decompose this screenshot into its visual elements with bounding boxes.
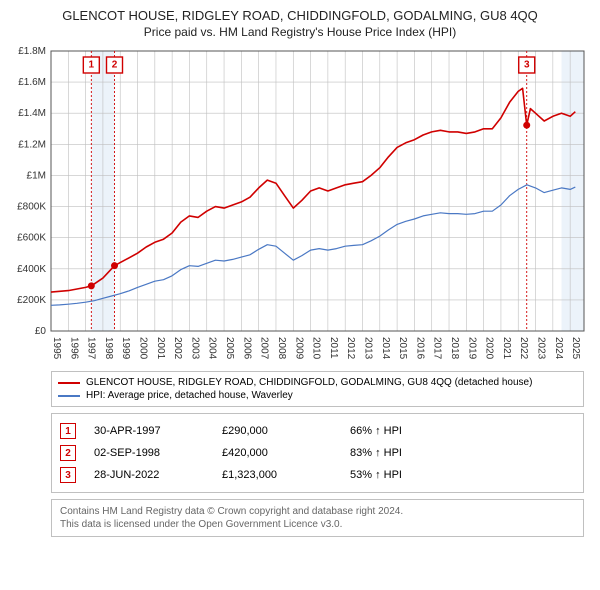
svg-text:2002: 2002 [172,337,183,360]
chart-title: GLENCOT HOUSE, RIDGLEY ROAD, CHIDDINGFOL… [6,8,594,23]
svg-text:2008: 2008 [276,337,287,360]
svg-text:2015: 2015 [397,337,408,360]
svg-text:2025: 2025 [570,337,581,360]
marker-date: 02-SEP-1998 [94,447,204,459]
legend-swatch [58,395,80,397]
svg-text:3: 3 [524,60,530,71]
svg-text:2020: 2020 [484,337,495,360]
legend-label: HPI: Average price, detached house, Wave… [86,390,293,401]
svg-text:£200K: £200K [17,295,46,306]
svg-text:1999: 1999 [120,337,131,360]
svg-text:2019: 2019 [466,337,477,360]
legend-label: GLENCOT HOUSE, RIDGLEY ROAD, CHIDDINGFOL… [86,377,532,388]
license-line: This data is licensed under the Open Gov… [60,518,575,531]
svg-text:2011: 2011 [328,337,339,359]
chart-area: £0 £200K £400K £600K £800K £1M £1.2M £1.4M £1.6M… [6,45,594,365]
svg-text:2016: 2016 [414,337,425,360]
svg-text:2005: 2005 [224,337,235,360]
svg-text:2013: 2013 [362,337,373,360]
license-line: Contains HM Land Registry data © Crown c… [60,505,575,518]
svg-text:2003: 2003 [189,337,200,360]
marker-number-box: 2 [60,445,76,461]
chart-subtitle: Price paid vs. HM Land Registry's House … [6,25,594,39]
marker-pct: 66% ↑ HPI [350,425,402,437]
svg-text:2021: 2021 [501,337,512,360]
marker-number-box: 1 [60,423,76,439]
svg-text:£600K: £600K [17,233,46,244]
svg-text:2017: 2017 [432,337,443,360]
svg-text:2001: 2001 [155,337,166,360]
svg-text:2010: 2010 [311,337,322,360]
svg-text:£1.4M: £1.4M [18,108,46,119]
marker-price: £290,000 [222,425,332,437]
legend-swatch [58,382,80,384]
legend-item: HPI: Average price, detached house, Wave… [58,389,577,402]
svg-text:2004: 2004 [207,337,218,360]
marker-row: 3 28-JUN-2022 £1,323,000 53% ↑ HPI [60,464,575,486]
svg-text:1998: 1998 [103,337,114,360]
svg-text:2012: 2012 [345,337,356,360]
marker-price: £420,000 [222,447,332,459]
license-box: Contains HM Land Registry data © Crown c… [51,499,584,537]
legend-box: GLENCOT HOUSE, RIDGLEY ROAD, CHIDDINGFOL… [51,371,584,407]
marker-number-box: 3 [60,467,76,483]
svg-text:2009: 2009 [293,337,304,360]
svg-text:2018: 2018 [449,337,460,360]
marker-price: £1,323,000 [222,469,332,481]
svg-text:2023: 2023 [536,337,547,360]
svg-text:2000: 2000 [138,337,149,360]
marker-table: 1 30-APR-1997 £290,000 66% ↑ HPI 2 02-SE… [51,413,584,493]
svg-text:£1.8M: £1.8M [18,46,46,57]
svg-text:£800K: £800K [17,202,46,213]
svg-text:2: 2 [112,60,118,71]
svg-text:£1.6M: £1.6M [18,77,46,88]
marker-row: 2 02-SEP-1998 £420,000 83% ↑ HPI [60,442,575,464]
svg-text:2007: 2007 [259,337,270,360]
marker-pct: 53% ↑ HPI [350,469,402,481]
line-chart: £0 £200K £400K £600K £800K £1M £1.2M £1.4M £1.6M… [6,45,594,365]
marker-row: 1 30-APR-1997 £290,000 66% ↑ HPI [60,420,575,442]
svg-text:2022: 2022 [518,337,529,360]
svg-text:£0: £0 [35,326,47,337]
marker-pct: 83% ↑ HPI [350,447,402,459]
svg-text:2024: 2024 [553,337,564,360]
chart-container: GLENCOT HOUSE, RIDGLEY ROAD, CHIDDINGFOL… [0,0,600,545]
marker-date: 28-JUN-2022 [94,469,204,481]
svg-text:2006: 2006 [241,337,252,360]
svg-text:£1.2M: £1.2M [18,139,46,150]
svg-text:£400K: £400K [17,264,46,275]
svg-text:£1M: £1M [27,170,46,181]
svg-text:1: 1 [89,60,95,71]
svg-text:1995: 1995 [51,337,62,360]
svg-text:1997: 1997 [86,337,97,360]
svg-text:1996: 1996 [68,337,79,360]
legend-item: GLENCOT HOUSE, RIDGLEY ROAD, CHIDDINGFOL… [58,376,577,389]
marker-date: 30-APR-1997 [94,425,204,437]
svg-text:2014: 2014 [380,337,391,360]
